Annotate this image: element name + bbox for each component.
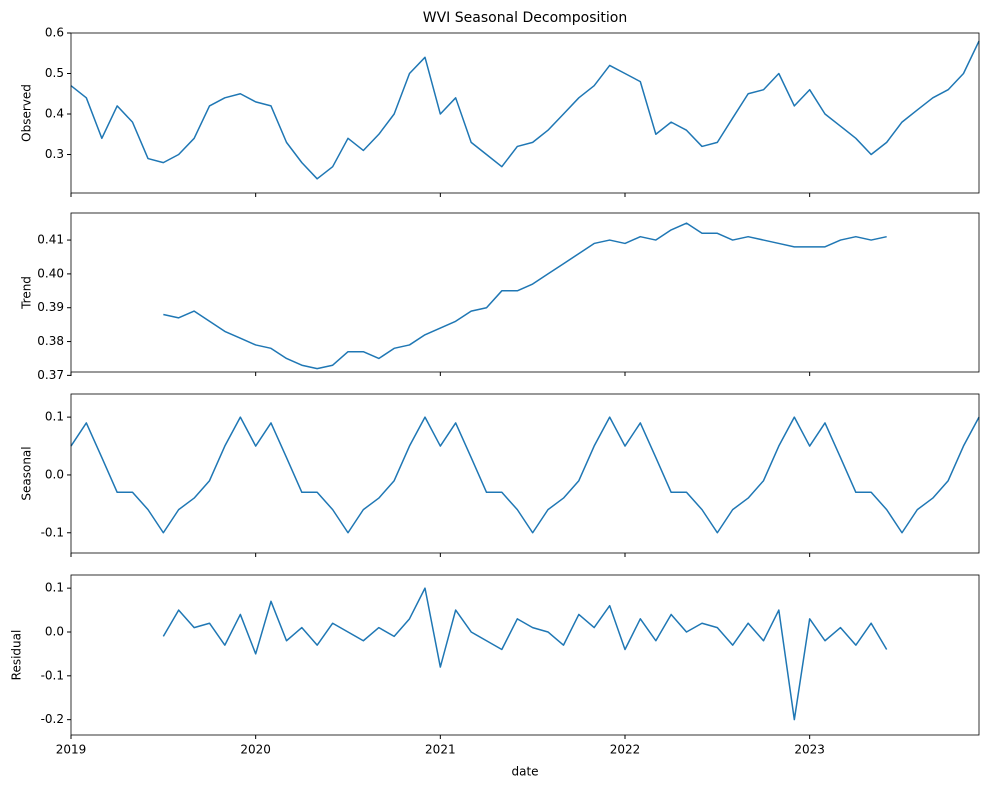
x-tick-label: 2020 bbox=[240, 743, 271, 757]
y-axis-label: Observed bbox=[20, 84, 34, 142]
y-axis-label: Seasonal bbox=[20, 446, 34, 500]
axes-frame bbox=[70, 212, 980, 373]
y-tick-label: 0.3 bbox=[45, 147, 64, 161]
data-line bbox=[162, 587, 888, 721]
y-axis-label: Residual bbox=[10, 630, 24, 681]
y-tick-label: 0.37 bbox=[37, 368, 64, 382]
y-tick-label: 0.0 bbox=[45, 624, 64, 638]
y-tick-label: 0.1 bbox=[45, 410, 64, 424]
y-tick-label: 0.41 bbox=[37, 233, 64, 247]
axes-frame bbox=[70, 574, 980, 736]
axes-frame bbox=[70, 393, 980, 554]
y-tick-label: 0.5 bbox=[45, 66, 64, 80]
y-tick-label: 0.39 bbox=[37, 300, 64, 314]
y-tick-label: 0.0 bbox=[45, 467, 64, 481]
y-axis-label: Trend bbox=[20, 276, 34, 310]
data-line bbox=[70, 40, 980, 180]
x-tick-label: 2022 bbox=[610, 743, 641, 757]
y-tick-label: -0.2 bbox=[41, 712, 64, 726]
y-tick-label: 0.40 bbox=[37, 266, 64, 280]
x-tick-label: 2023 bbox=[794, 743, 825, 757]
chart-title: WVI Seasonal Decomposition bbox=[423, 10, 627, 26]
y-tick-label: 0.1 bbox=[45, 581, 64, 595]
y-tick-label: 0.4 bbox=[45, 107, 64, 121]
data-line bbox=[163, 222, 887, 370]
x-tick-label: 2019 bbox=[56, 743, 87, 757]
y-tick-label: 0.6 bbox=[45, 26, 64, 40]
y-tick-label: -0.1 bbox=[41, 668, 64, 682]
data-line bbox=[70, 416, 980, 534]
x-tick-label: 2021 bbox=[425, 743, 456, 757]
x-axis-label: date bbox=[511, 765, 538, 779]
y-tick-label: 0.38 bbox=[37, 334, 64, 348]
y-tick-label: -0.1 bbox=[41, 525, 64, 539]
axes-frame bbox=[70, 32, 980, 194]
